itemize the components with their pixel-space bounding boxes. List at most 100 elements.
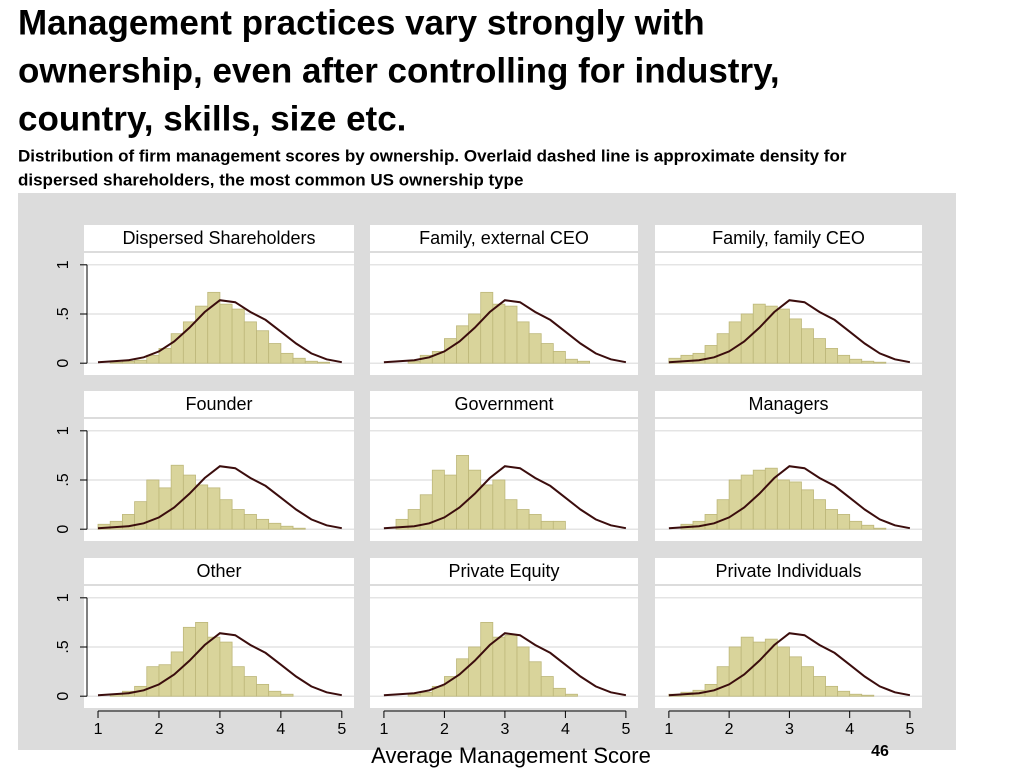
density-line bbox=[383, 465, 627, 530]
bar bbox=[468, 469, 482, 530]
bar bbox=[528, 661, 542, 697]
bar bbox=[492, 636, 506, 697]
bar bbox=[825, 509, 839, 530]
bar bbox=[837, 690, 851, 697]
x-tick-label: 1 bbox=[379, 721, 388, 738]
bar bbox=[825, 348, 839, 364]
bar bbox=[813, 499, 826, 530]
bar bbox=[540, 520, 554, 530]
subtitle-line: Distribution of firm management scores b… bbox=[18, 146, 847, 165]
bar bbox=[577, 360, 591, 364]
bar bbox=[776, 479, 790, 530]
bar bbox=[504, 499, 518, 530]
panel-header bbox=[655, 558, 922, 584]
bar bbox=[134, 359, 148, 364]
title-line: ownership, even after controlling for in… bbox=[18, 51, 780, 90]
panel-header bbox=[655, 391, 922, 417]
panel-title: Founder bbox=[185, 394, 252, 414]
y-tick-label: 1 bbox=[55, 260, 72, 269]
bar bbox=[231, 509, 245, 530]
density-line bbox=[668, 632, 911, 697]
density-line bbox=[97, 299, 342, 364]
title-line: country, skills, size etc. bbox=[18, 99, 406, 138]
bar bbox=[219, 641, 233, 697]
bar bbox=[280, 693, 294, 697]
bar bbox=[861, 524, 875, 530]
x-tick-label: 3 bbox=[215, 721, 224, 738]
panel-header bbox=[655, 225, 922, 251]
bar bbox=[243, 514, 257, 530]
bar bbox=[789, 656, 802, 697]
x-tick-label: 4 bbox=[845, 721, 854, 738]
density-line bbox=[383, 632, 627, 697]
density-line bbox=[668, 299, 911, 364]
y-tick-label: 0 bbox=[55, 692, 72, 701]
x-tick-label: 2 bbox=[155, 721, 164, 738]
bar bbox=[528, 514, 542, 530]
bar bbox=[492, 479, 506, 530]
bar bbox=[801, 489, 814, 530]
bar bbox=[304, 360, 318, 364]
bar bbox=[873, 361, 887, 364]
bar bbox=[109, 361, 123, 364]
bar bbox=[480, 291, 494, 364]
panel-title: Government bbox=[454, 394, 553, 414]
bar bbox=[752, 469, 766, 530]
bar bbox=[861, 694, 875, 697]
bar bbox=[268, 522, 282, 530]
x-axis-title: Average Management Score bbox=[371, 743, 651, 768]
bar bbox=[873, 527, 887, 530]
bar bbox=[243, 676, 257, 697]
bar bbox=[195, 622, 209, 697]
bar bbox=[170, 464, 184, 530]
panel-title: Managers bbox=[748, 394, 828, 414]
bar bbox=[456, 325, 470, 364]
y-tick-label: .5 bbox=[55, 640, 72, 653]
bar bbox=[256, 330, 270, 364]
bar bbox=[480, 622, 494, 697]
y-tick-label: 0 bbox=[55, 359, 72, 368]
bar bbox=[407, 693, 421, 697]
panel-title: Dispersed Shareholders bbox=[122, 228, 315, 248]
bar bbox=[776, 308, 790, 364]
bar bbox=[716, 499, 730, 530]
bar bbox=[825, 685, 839, 697]
bar bbox=[861, 360, 875, 364]
bar bbox=[292, 527, 306, 530]
bar bbox=[444, 474, 457, 530]
bar bbox=[849, 358, 863, 364]
bar bbox=[121, 360, 135, 364]
bar bbox=[182, 474, 196, 530]
bar bbox=[170, 651, 184, 697]
bar bbox=[468, 313, 482, 364]
y-tick-label: .5 bbox=[55, 307, 72, 320]
panel-title: Private Equity bbox=[448, 561, 559, 581]
panel-title: Family, family CEO bbox=[712, 228, 865, 248]
bar bbox=[243, 321, 257, 364]
bar bbox=[146, 666, 160, 697]
density-line bbox=[97, 632, 342, 697]
bar bbox=[419, 691, 433, 697]
bar bbox=[528, 333, 542, 364]
y-tick-label: 0 bbox=[55, 525, 72, 534]
y-tick-label: 1 bbox=[55, 593, 72, 602]
bar bbox=[158, 487, 172, 530]
bar bbox=[280, 525, 294, 530]
bar bbox=[280, 352, 294, 364]
bar bbox=[789, 481, 802, 530]
bar bbox=[801, 328, 814, 364]
bar bbox=[813, 676, 826, 697]
bar bbox=[292, 357, 306, 364]
bar bbox=[552, 520, 566, 530]
bar bbox=[504, 634, 518, 697]
bar bbox=[480, 484, 494, 530]
bar bbox=[256, 683, 270, 697]
panel-title: Other bbox=[196, 561, 241, 581]
x-tick-label: 2 bbox=[440, 721, 449, 738]
x-tick-label: 1 bbox=[664, 721, 673, 738]
bar bbox=[516, 509, 530, 530]
density-line bbox=[668, 465, 911, 530]
x-tick-label: 4 bbox=[561, 721, 570, 738]
bar bbox=[837, 354, 851, 364]
